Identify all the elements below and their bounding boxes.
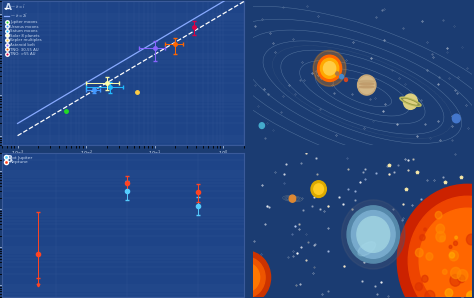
Circle shape <box>347 206 400 263</box>
Circle shape <box>419 208 474 298</box>
Circle shape <box>435 212 442 219</box>
Text: B: B <box>5 155 12 164</box>
Circle shape <box>340 74 344 79</box>
Circle shape <box>419 235 425 240</box>
Circle shape <box>314 184 323 194</box>
Circle shape <box>359 77 374 93</box>
Circle shape <box>445 289 453 297</box>
Circle shape <box>345 78 347 81</box>
Text: A: A <box>5 3 12 12</box>
Circle shape <box>357 217 390 252</box>
Circle shape <box>436 232 446 242</box>
Circle shape <box>454 241 457 246</box>
Circle shape <box>233 263 260 292</box>
Circle shape <box>415 249 423 257</box>
Circle shape <box>457 270 468 281</box>
Circle shape <box>222 251 271 298</box>
Circle shape <box>415 283 422 291</box>
Circle shape <box>425 291 435 298</box>
Circle shape <box>403 94 418 109</box>
Circle shape <box>397 184 474 298</box>
Circle shape <box>313 50 346 86</box>
X-axis label: Mean inclination: $\bar{i}$ (Radian): Mean inclination: $\bar{i}$ (Radian) <box>82 159 164 170</box>
Circle shape <box>436 224 445 233</box>
Circle shape <box>467 291 474 298</box>
Circle shape <box>351 211 395 258</box>
Circle shape <box>467 293 472 298</box>
Circle shape <box>336 72 339 75</box>
Ellipse shape <box>359 83 374 85</box>
Circle shape <box>449 245 452 249</box>
Circle shape <box>259 123 264 128</box>
Circle shape <box>408 196 474 298</box>
Circle shape <box>422 275 428 282</box>
Circle shape <box>449 251 458 261</box>
Circle shape <box>426 253 433 260</box>
Legend: Hot Jupiter, Neptune: Hot Jupiter, Neptune <box>4 155 34 165</box>
Circle shape <box>458 275 465 283</box>
Circle shape <box>228 257 265 298</box>
Circle shape <box>442 269 447 274</box>
Circle shape <box>455 236 457 239</box>
Circle shape <box>342 200 405 269</box>
Circle shape <box>357 75 376 95</box>
Circle shape <box>424 228 427 231</box>
Ellipse shape <box>359 80 374 83</box>
Circle shape <box>452 114 460 123</box>
Ellipse shape <box>401 98 420 106</box>
Circle shape <box>450 274 461 286</box>
Circle shape <box>449 252 455 258</box>
Circle shape <box>440 236 445 242</box>
Circle shape <box>318 55 342 81</box>
Ellipse shape <box>359 86 374 88</box>
Circle shape <box>320 58 339 78</box>
Circle shape <box>289 195 296 202</box>
Circle shape <box>466 234 474 245</box>
Circle shape <box>311 181 326 198</box>
Circle shape <box>451 267 461 279</box>
Ellipse shape <box>358 242 375 256</box>
Legend: — $\bar{e}=\bar{i}$, — $\bar{e}=2\bar{i}$, Jupiter moons, Uranus moons, Saturn m: — $\bar{e}=\bar{i}$, — $\bar{e}=2\bar{i}… <box>3 3 43 57</box>
Circle shape <box>323 62 336 75</box>
